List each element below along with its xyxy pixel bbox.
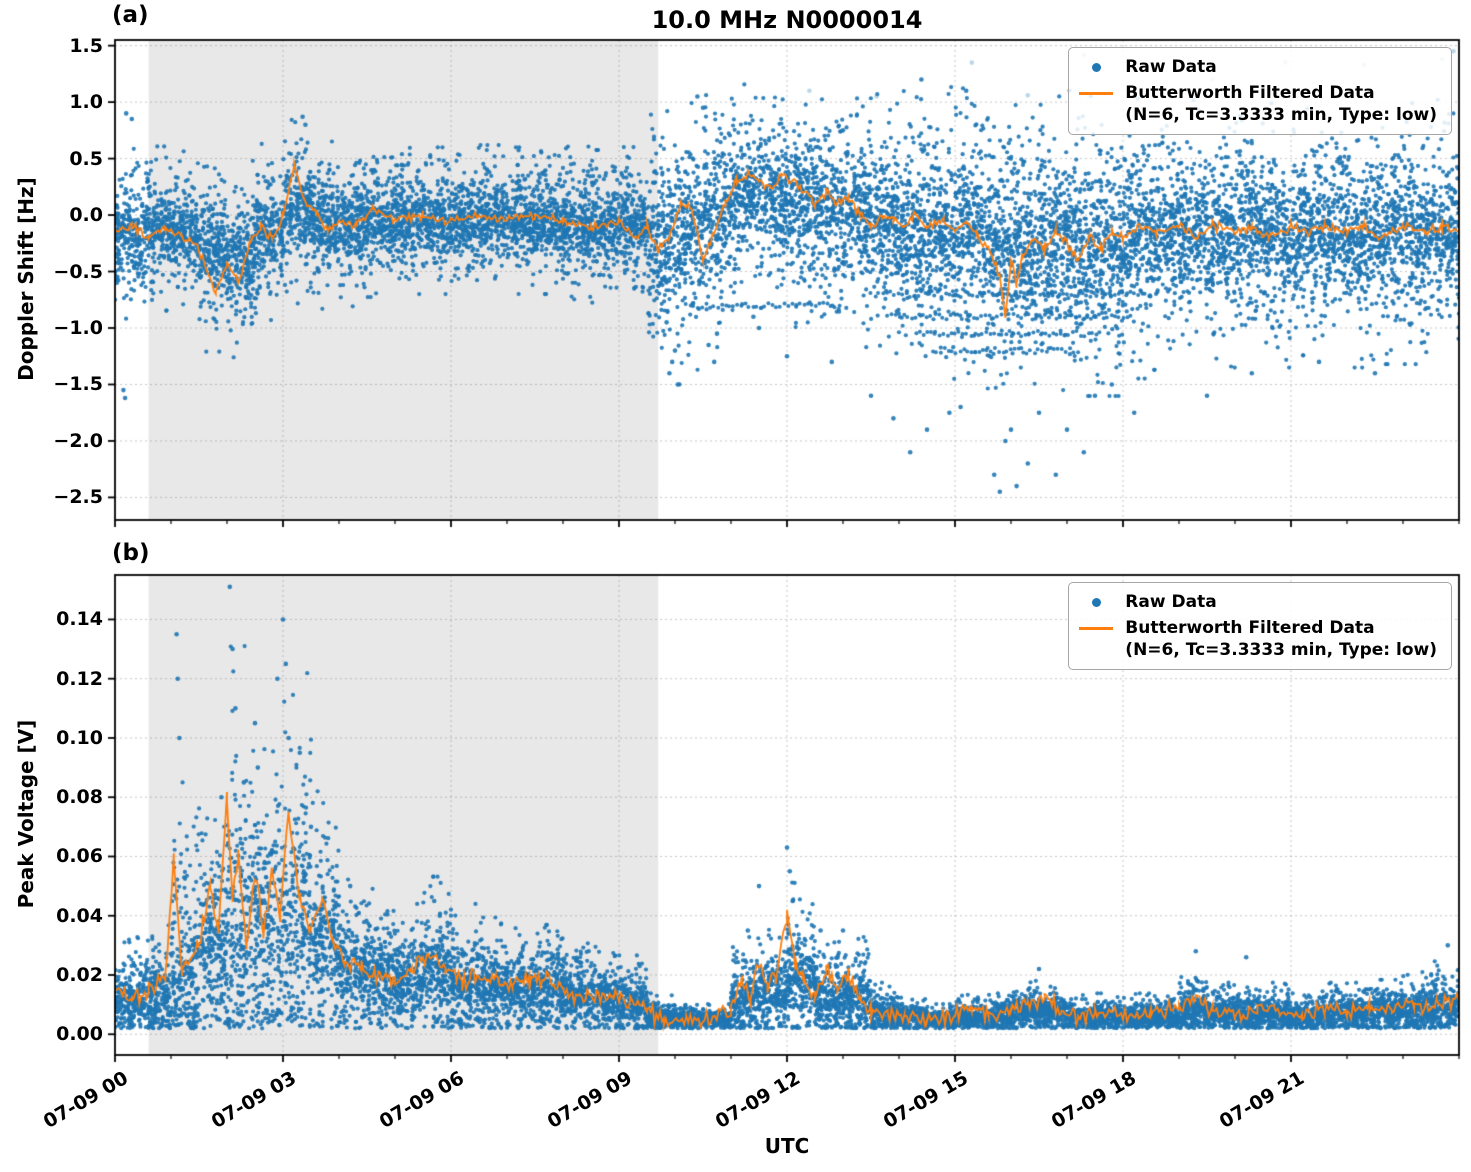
- legend-panel-b: Raw Data Butterworth Filtered Data (N=6, …: [1068, 582, 1452, 671]
- legend-raw-marker: [1091, 63, 1101, 72]
- legend-item-filtered: Butterworth Filtered Data (N=6, Tc=3.3333…: [1079, 82, 1437, 126]
- legend-filtered-marker-cell: [1079, 617, 1114, 631]
- legend-item-filtered: Butterworth Filtered Data (N=6, Tc=3.3333…: [1079, 617, 1437, 661]
- panel-a-label: (a): [112, 2, 149, 28]
- legend-filtered-sublabel: (N=6, Tc=3.3333 min, Type: low): [1125, 640, 1437, 661]
- legend-filtered-marker: [1079, 92, 1114, 96]
- legend-panel-a: Raw Data Butterworth Filtered Data (N=6, …: [1068, 47, 1452, 136]
- legend-raw-marker: [1091, 598, 1101, 607]
- legend-filtered-label: Butterworth Filtered Data: [1125, 618, 1375, 639]
- legend-filtered-marker-cell: [1079, 82, 1114, 96]
- legend-raw-marker-cell: [1079, 56, 1113, 72]
- legend-raw-label: Raw Data: [1125, 57, 1217, 77]
- chart-title: 10.0 MHz N0000014: [651, 6, 923, 34]
- legend-item-raw: Raw Data: [1079, 591, 1437, 613]
- legend-filtered-label-group: Butterworth Filtered Data (N=6, Tc=3.3333…: [1125, 82, 1437, 126]
- legend-item-raw: Raw Data: [1079, 56, 1437, 78]
- legend-filtered-marker: [1079, 627, 1114, 631]
- legend-filtered-label-group: Butterworth Filtered Data (N=6, Tc=3.3333…: [1125, 617, 1437, 661]
- y-axis-label-doppler: Doppler Shift [Hz]: [14, 177, 38, 381]
- legend-raw-marker-cell: [1079, 591, 1113, 607]
- legend-filtered-sublabel: (N=6, Tc=3.3333 min, Type: low): [1125, 105, 1437, 126]
- y-axis-label-voltage: Peak Voltage [V]: [14, 719, 38, 909]
- panel-b-label: (b): [112, 540, 150, 566]
- legend-raw-label: Raw Data: [1125, 592, 1217, 612]
- x-axis-label: UTC: [764, 1134, 810, 1158]
- legend-filtered-label: Butterworth Filtered Data: [1125, 83, 1375, 104]
